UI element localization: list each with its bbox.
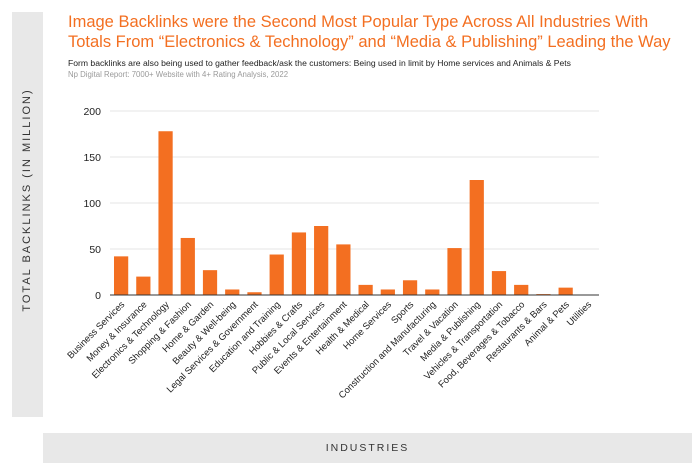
bar <box>114 256 129 295</box>
bar <box>180 237 195 295</box>
chart-title: Image Backlinks were the Second Most Pop… <box>68 13 671 51</box>
y-tick-label: 200 <box>83 106 101 118</box>
bar <box>358 284 373 295</box>
x-axis-label: INDUSTRIES <box>325 442 410 454</box>
bar <box>202 270 218 295</box>
bar <box>425 289 440 295</box>
bar <box>158 131 173 295</box>
bar <box>402 280 418 295</box>
bar <box>469 180 484 295</box>
chart-subtitle: Form backlinks are also being used to ga… <box>68 58 571 68</box>
bar <box>291 232 307 295</box>
y-tick-label: 0 <box>95 290 101 302</box>
y-axis-label-band <box>12 12 43 417</box>
x-axis-label-band: INDUSTRIES <box>43 433 692 463</box>
bar <box>225 289 240 295</box>
bar <box>558 287 573 295</box>
bar <box>314 226 329 295</box>
bar <box>514 284 529 295</box>
y-tick-label: 100 <box>83 198 101 210</box>
bars <box>114 131 573 295</box>
x-category-label: Utilities <box>564 298 593 327</box>
bar <box>491 271 507 295</box>
bar <box>269 254 284 295</box>
bar <box>336 244 351 295</box>
gridlines <box>110 110 599 250</box>
y-tick-label: 50 <box>89 244 101 256</box>
bar <box>136 276 151 295</box>
y-tick-label: 150 <box>83 152 101 164</box>
y-axis-ticks: 0 50 100 150 200 <box>83 106 101 302</box>
chart-source: Np Digital Report: 7000+ Website with 4+… <box>68 70 289 79</box>
bar <box>247 292 262 295</box>
bar <box>380 289 395 295</box>
bar <box>447 248 462 295</box>
